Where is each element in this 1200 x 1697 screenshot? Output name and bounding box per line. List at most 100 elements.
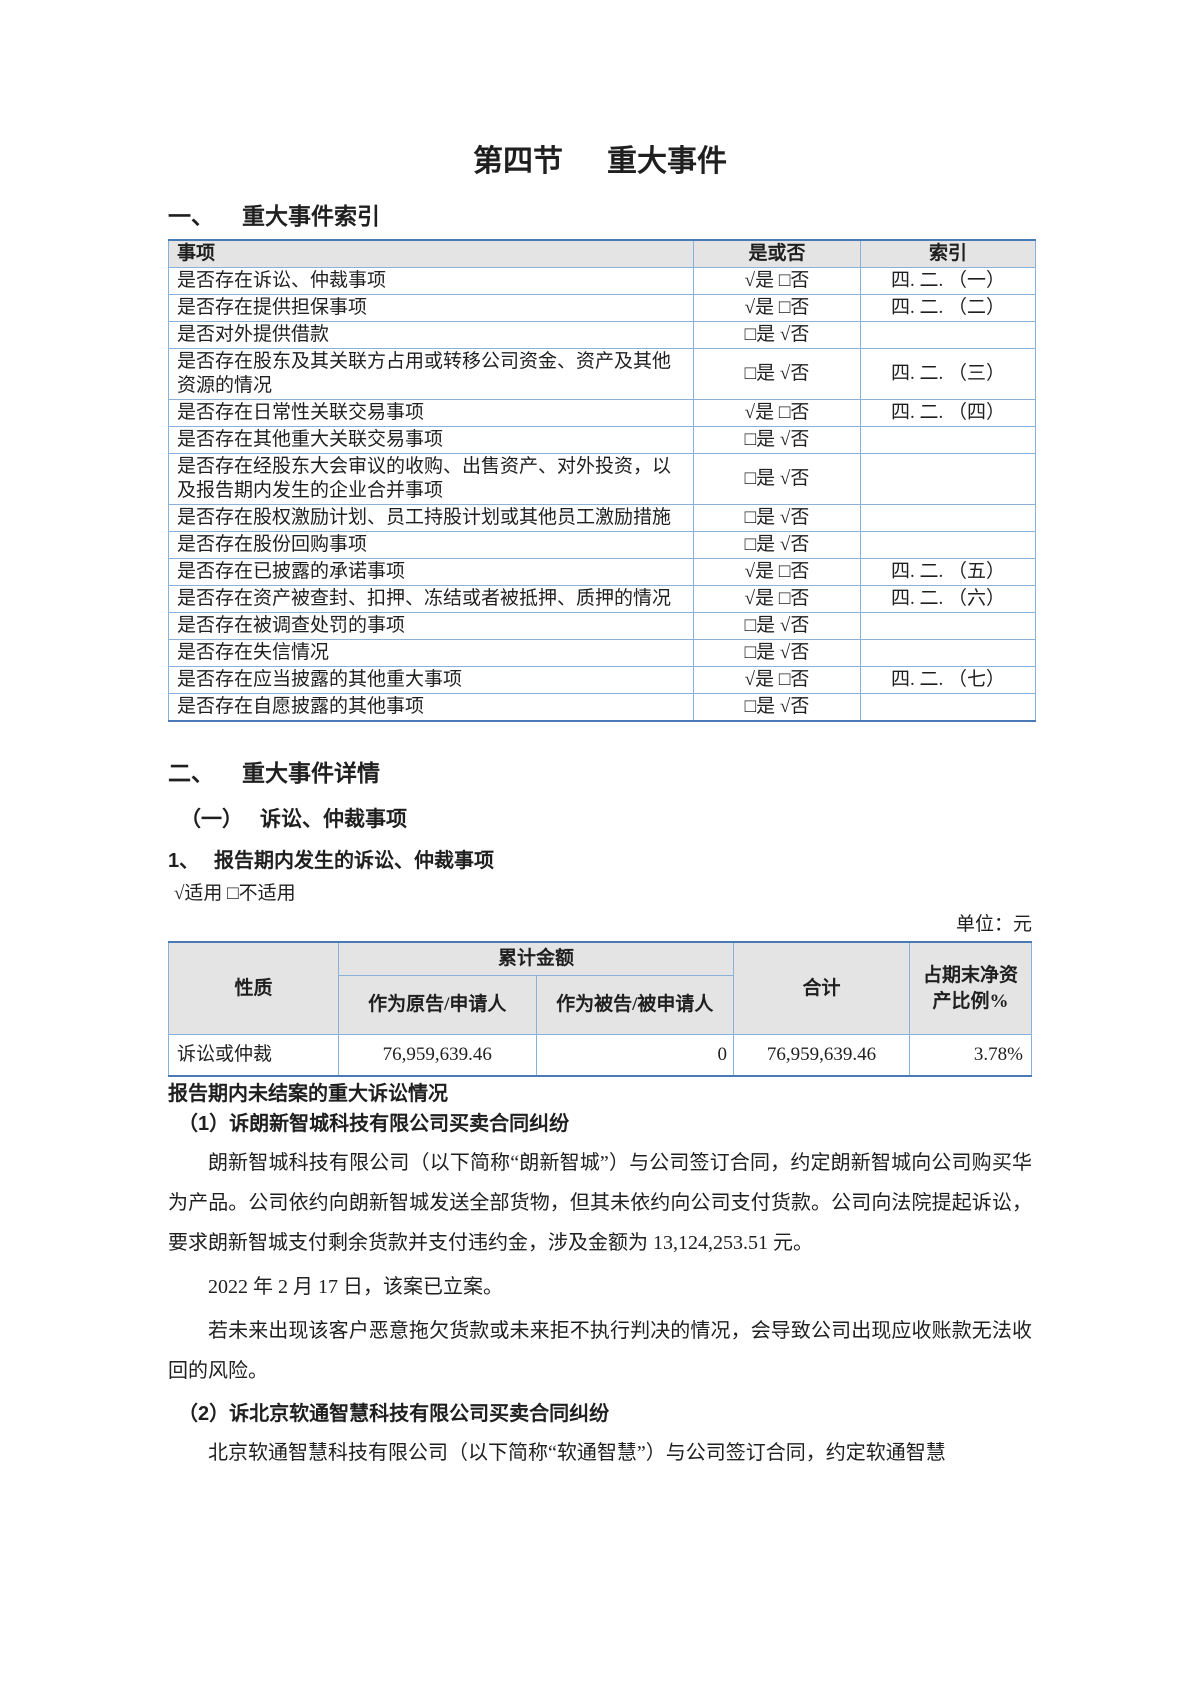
index-cell	[860, 639, 1036, 667]
index-cell	[860, 693, 1036, 722]
yesno-cell: √是 □否	[693, 558, 861, 586]
table-row: 诉讼或仲裁 76,959,639.46 0 76,959,639.46 3.78…	[168, 1034, 1032, 1077]
case2-heading: （2）诉北京软通智慧科技有限公司买卖合同纠纷	[178, 1403, 610, 1425]
subheading-report-period: 1、 报告期内发生的诉讼、仲裁事项	[168, 848, 1032, 875]
index-cell: 四. 二. （六）	[860, 585, 1036, 613]
index-cell: 四. 二. （五）	[860, 558, 1036, 586]
pending-litigation-heading: 报告期内未结案的重大诉讼情况	[168, 1083, 448, 1105]
table-row: 是否存在被调查处罚的事项 □是 √否	[168, 612, 1036, 640]
index-cell: 四. 二. （二）	[860, 294, 1036, 322]
table-row: 是否存在已披露的承诺事项 √是 □否 四. 二. （五）	[168, 558, 1036, 586]
item-cell: 是否存在应当披露的其他重大事项	[168, 666, 694, 694]
item-cell: 是否对外提供借款	[168, 321, 694, 349]
major-events-index-table: 事项 是或否 索引 是否存在诉讼、仲裁事项 √是 □否 四. 二. （一） 是否…	[168, 239, 1036, 722]
table-row: 是否存在自愿披露的其他事项 □是 √否	[168, 693, 1036, 722]
ratio-cell: 3.78%	[909, 1034, 1032, 1077]
yesno-cell: □是 √否	[693, 639, 861, 667]
table-row: 是否存在经股东大会审议的收购、出售资产、对外投资，以及报告期内发生的企业合并事项…	[168, 453, 1036, 505]
item-cell: 是否存在失信情况	[168, 639, 694, 667]
item-cell: 是否存在其他重大关联交易事项	[168, 426, 694, 454]
nature-header: 性质	[168, 941, 339, 1035]
page-title-prefix: 第四节	[473, 145, 563, 178]
case1-heading: （1）诉朗新智城科技有限公司买卖合同纠纷	[178, 1113, 570, 1135]
case1-paragraph: 若未来出现该客户恶意拖欠货款或未来拒不执行判决的情况，会导致公司出现应收账款无法…	[168, 1320, 1032, 1382]
item-cell: 是否存在股权激励计划、员工持股计划或其他员工激励措施	[168, 504, 694, 532]
table-row: 是否存在股权激励计划、员工持股计划或其他员工激励措施 □是 √否	[168, 504, 1036, 532]
item-cell: 是否存在诉讼、仲裁事项	[168, 267, 694, 295]
table-row: 是否存在股东及其关联方占用或转移公司资金、资产及其他资源的情况 □是 √否 四.…	[168, 348, 1036, 400]
subsection-number: （一）	[180, 808, 243, 831]
yesno-cell: □是 √否	[693, 321, 861, 349]
yesno-cell: □是 √否	[693, 693, 861, 722]
table-subheader-row: 作为原告/申请人 作为被告/被申请人	[169, 975, 1032, 1035]
page-title: 第四节 重大事件	[168, 145, 1032, 179]
col-header-item: 事项	[168, 239, 694, 268]
applicability-note: √适用 □不适用	[174, 883, 296, 904]
subsection-heading-litigation: （一） 诉讼、仲裁事项	[168, 806, 1032, 834]
index-cell	[860, 321, 1036, 349]
item-cell: 是否存在已披露的承诺事项	[168, 558, 694, 586]
index-cell	[860, 426, 1036, 454]
item-cell: 是否存在经股东大会审议的收购、出售资产、对外投资，以及报告期内发生的企业合并事项	[168, 453, 694, 505]
total-header: 合计	[733, 941, 910, 1035]
section-heading-text: 重大事件详情	[242, 760, 380, 786]
net-asset-ratio-header: 占期末净资产比例%	[909, 941, 1032, 1035]
unit-label: 单位：元	[955, 914, 1032, 935]
subheading-text: 报告期内发生的诉讼、仲裁事项	[214, 850, 494, 872]
yesno-cell: □是 √否	[693, 453, 861, 505]
item-cell: 是否存在提供担保事项	[168, 294, 694, 322]
table-row: 是否存在其他重大关联交易事项 □是 √否	[168, 426, 1036, 454]
case2-paragraph: 北京软通智慧科技有限公司（以下简称“软通智慧”）与公司签订合同，约定软通智慧	[208, 1442, 946, 1464]
table-row: 是否存在提供担保事项 √是 □否 四. 二. （二）	[168, 294, 1036, 322]
table-header-row: 事项 是或否 索引	[168, 239, 1036, 268]
section-number: 一、	[168, 203, 214, 229]
defendant-amount-cell: 0	[535, 1034, 734, 1077]
page-content: 第四节 重大事件 一、 重大事件索引 事项 是或否 索引 是否存在诉讼、仲裁事项 …	[168, 0, 1036, 1473]
plaintiff-amount-cell: 76,959,639.46	[338, 1034, 537, 1077]
table-row: 是否对外提供借款 □是 √否	[168, 321, 1036, 349]
table-row: 是否存在应当披露的其他重大事项 √是 □否 四. 二. （七）	[168, 666, 1036, 694]
litigation-summary-table: 性质 累计金额 合计 占期末净资产比例% 作为原告/申请人 作为被告/被申请人 …	[168, 941, 1032, 1077]
index-cell: 四. 二. （四）	[860, 399, 1036, 427]
yesno-cell: √是 □否	[693, 585, 861, 613]
index-cell: 四. 二. （三）	[860, 348, 1036, 400]
yesno-cell: √是 □否	[693, 666, 861, 694]
page-title-text: 重大事件	[607, 145, 727, 178]
table-row: 是否存在股份回购事项 □是 √否	[168, 531, 1036, 559]
yesno-cell: □是 √否	[693, 348, 861, 400]
yesno-cell: √是 □否	[693, 294, 861, 322]
yesno-cell: □是 √否	[693, 531, 861, 559]
subsection-heading-text: 诉讼、仲裁事项	[260, 808, 407, 831]
table-row: 是否存在资产被查封、扣押、冻结或者被抵押、质押的情况 √是 □否 四. 二. （…	[168, 585, 1036, 613]
subheading-number: 1、	[168, 850, 200, 872]
table-row: 是否存在日常性关联交易事项 √是 □否 四. 二. （四）	[168, 399, 1036, 427]
yesno-cell: □是 √否	[693, 426, 861, 454]
as-defendant-header: 作为被告/被申请人	[535, 975, 734, 1035]
col-header-index: 索引	[860, 239, 1036, 268]
item-cell: 是否存在自愿披露的其他事项	[168, 693, 694, 722]
yesno-cell: □是 √否	[693, 504, 861, 532]
section-number: 二、	[168, 760, 214, 786]
section-heading-detail: 二、 重大事件详情	[168, 758, 1032, 788]
section-heading-index: 一、 重大事件索引	[168, 201, 1032, 231]
yesno-cell: □是 √否	[693, 612, 861, 640]
item-cell: 是否存在被调查处罚的事项	[168, 612, 694, 640]
index-cell: 四. 二. （一）	[860, 267, 1036, 295]
col-header-yesno: 是或否	[693, 239, 861, 268]
nature-cell: 诉讼或仲裁	[168, 1034, 339, 1077]
yesno-cell: √是 □否	[693, 267, 861, 295]
cumulative-amount-header: 累计金额	[338, 941, 734, 976]
as-plaintiff-header: 作为原告/申请人	[338, 975, 537, 1035]
index-cell: 四. 二. （七）	[860, 666, 1036, 694]
index-cell	[860, 453, 1036, 505]
case1-paragraph: 朗新智城科技有限公司（以下简称“朗新智城”）与公司签订合同，约定朗新智城向公司购…	[168, 1152, 1032, 1254]
section-heading-text: 重大事件索引	[242, 203, 380, 229]
yesno-cell: √是 □否	[693, 399, 861, 427]
item-cell: 是否存在资产被查封、扣押、冻结或者被抵押、质押的情况	[168, 585, 694, 613]
total-amount-cell: 76,959,639.46	[733, 1034, 910, 1077]
table-row: 是否存在诉讼、仲裁事项 √是 □否 四. 二. （一）	[168, 267, 1036, 295]
index-cell	[860, 531, 1036, 559]
table-header-row: 性质 累计金额 合计 占期末净资产比例%	[168, 941, 1032, 1035]
item-cell: 是否存在日常性关联交易事项	[168, 399, 694, 427]
